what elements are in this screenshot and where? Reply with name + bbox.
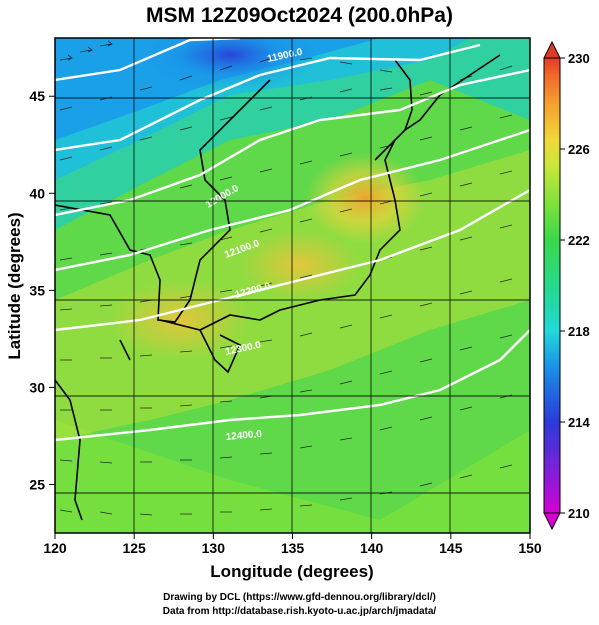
y-tick-label: 40 — [29, 185, 45, 201]
y-tick-label: 25 — [29, 476, 45, 492]
x-tick-label: 140 — [360, 540, 384, 556]
colorbar-tick-label: 218 — [568, 324, 590, 339]
x-tick-label: 125 — [122, 540, 146, 556]
y-axis-label: Latitude (degrees) — [5, 212, 24, 359]
colorbar-scale — [543, 57, 561, 514]
x-axis-ticks: 120 125 130 135 140 145 150 — [43, 533, 542, 556]
colorbar: 210 214 218 222 226 230 — [543, 40, 590, 531]
colorbar-top-arrow — [543, 40, 561, 59]
coastlines — [55, 54, 501, 521]
colorbar-tick-label: 222 — [568, 233, 590, 248]
x-tick-label: 130 — [202, 540, 226, 556]
height-contours — [55, 38, 530, 442]
contour-label: 12400.0 — [225, 429, 262, 443]
y-tick-label: 45 — [29, 88, 45, 104]
x-axis-label: Longitude (degrees) — [210, 562, 373, 581]
grid-lines — [55, 38, 530, 533]
colorbar-tick-label: 230 — [568, 51, 590, 66]
y-tick-label: 30 — [29, 379, 45, 395]
x-tick-label: 150 — [518, 540, 542, 556]
colorbar-bottom-arrow — [543, 512, 561, 531]
colorbar-ticks: 210 214 218 222 226 230 — [560, 51, 590, 521]
map-frame: 11900.0 12000.0 12100.0 12200.0 12300.0 … — [54, 37, 531, 534]
x-tick-label: 135 — [281, 540, 305, 556]
y-tick-label: 35 — [29, 282, 45, 298]
temperature-field: 11900.0 12000.0 12100.0 12200.0 12300.0 … — [55, 38, 530, 533]
colorbar-tick-label: 210 — [568, 506, 590, 521]
x-tick-label: 120 — [43, 540, 67, 556]
x-tick-label: 145 — [439, 540, 463, 556]
data-credit: Data from http://database.rish.kyoto-u.a… — [162, 606, 437, 617]
drawing-credit: Drawing by DCL (https://www.gfd-dennou.o… — [163, 592, 436, 603]
colorbar-tick-label: 214 — [568, 415, 590, 430]
colorbar-tick-label: 226 — [568, 142, 590, 157]
y-axis-ticks: 25 30 35 40 45 — [29, 88, 55, 492]
chart-title: MSM 12Z09Oct2024 (200.0hPa) — [146, 4, 453, 27]
